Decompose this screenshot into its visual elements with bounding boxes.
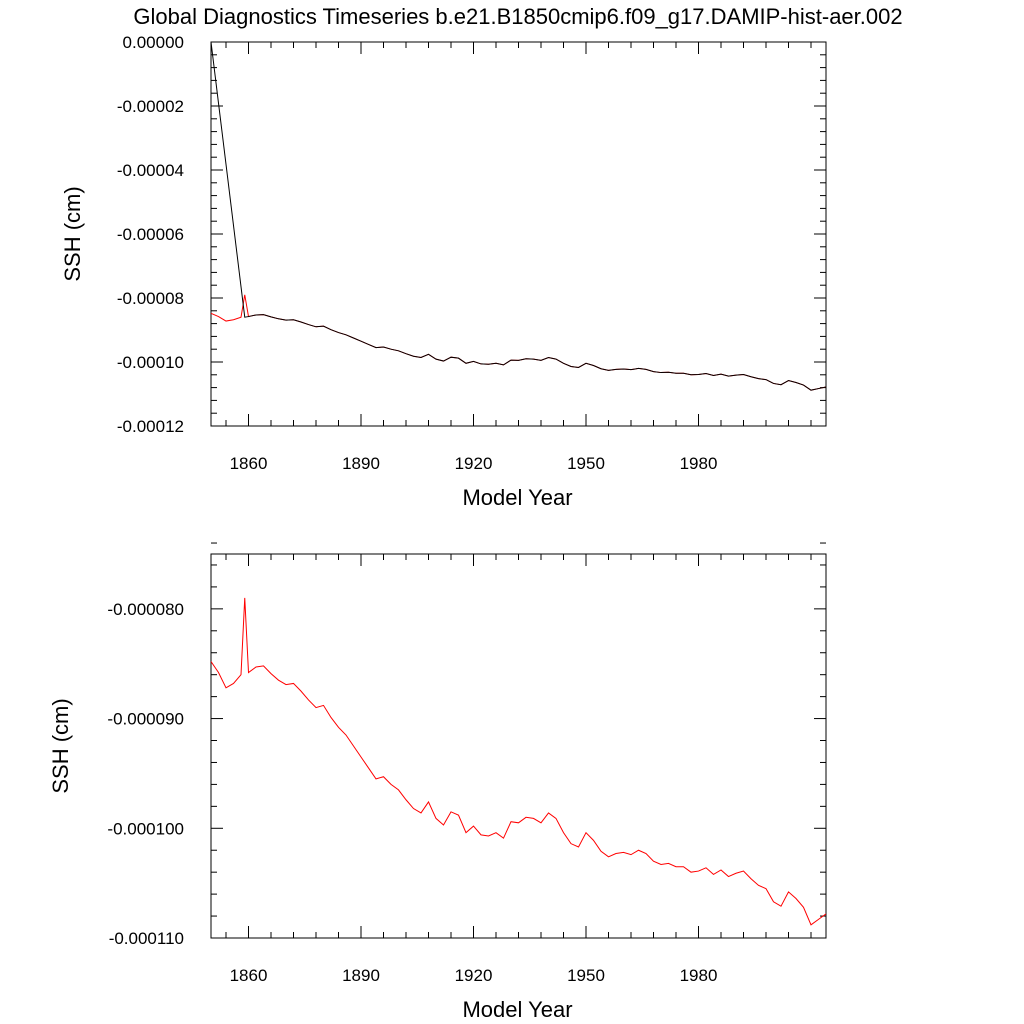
y-tick-label: -0.00012 [117, 417, 184, 436]
x-tick-label: 1950 [567, 454, 605, 473]
black-series-line [211, 42, 826, 391]
x-tick-label: 1860 [230, 966, 268, 985]
x-tick-label: 1980 [680, 966, 718, 985]
plot-frame [210, 41, 827, 427]
upper-panel: 1860 1890 1920 1950 1980 0.00000 -0.00002 -0.00… [60, 33, 827, 510]
x-tick-label: 1860 [230, 454, 268, 473]
lower-panel: 1860 1890 1920 1950 1980 -0.000080 -0.000090 -0… [48, 542, 827, 1022]
x-tick-label: 1890 [342, 966, 380, 985]
chart-title: Global Diagnostics Timeseries b.e21.B185… [133, 4, 902, 29]
y-tick-label: -0.00006 [117, 225, 184, 244]
y-tick-label: -0.00004 [117, 161, 184, 180]
y-tick-label: -0.00010 [117, 353, 184, 372]
y-axis-label: SSH (cm) [48, 698, 73, 793]
x-tick-label: 1980 [680, 454, 718, 473]
plot-frame [210, 553, 827, 939]
x-axis-label: Model Year [462, 997, 572, 1022]
y-tick-label: -0.000100 [107, 819, 184, 838]
y-tick-label: -0.000110 [109, 929, 184, 948]
y-axis-label: SSH (cm) [60, 186, 85, 281]
x-tick-label: 1920 [455, 454, 493, 473]
y-tick-label: -0.000080 [107, 600, 184, 619]
y-tick-label: -0.00002 [117, 97, 184, 116]
y-tick-label: -0.000090 [107, 710, 184, 729]
red-series-line [211, 597, 826, 926]
x-tick-label: 1920 [455, 966, 493, 985]
x-tick-label: 1890 [342, 454, 380, 473]
x-axis-label: Model Year [462, 485, 572, 510]
x-tick-label: 1950 [567, 966, 605, 985]
y-tick-label: -0.00008 [117, 289, 184, 308]
y-tick-label: 0.00000 [123, 33, 184, 52]
